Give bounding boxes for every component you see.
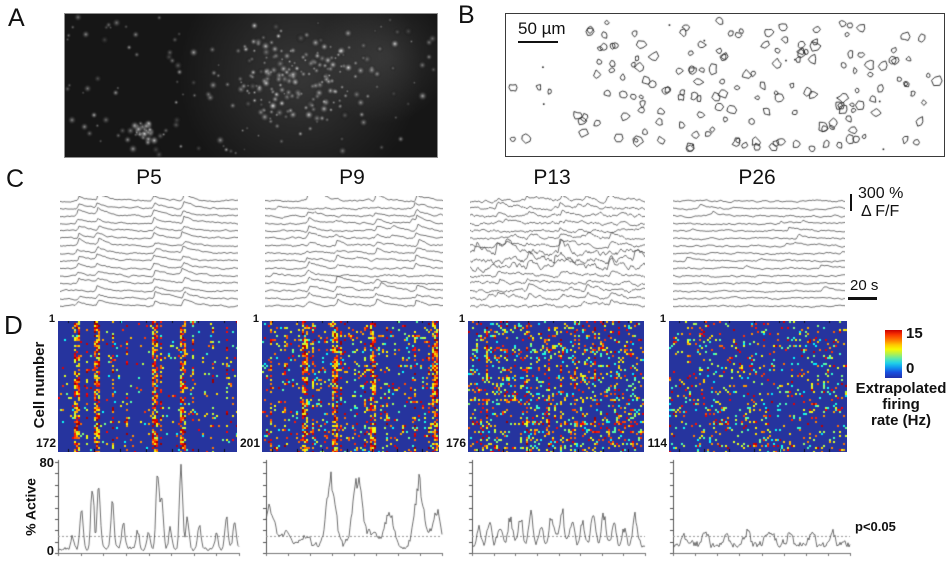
colorbar — [885, 330, 902, 378]
amplitude-scale-value: 300 % — [858, 185, 904, 202]
cell-outline-map — [506, 14, 944, 156]
trace-group-p5 — [60, 196, 238, 310]
colorbar-title-line2: firing — [882, 396, 920, 413]
percent-active-max: 80 — [39, 455, 54, 470]
heatmap-p26 — [669, 321, 847, 452]
percent-active-axis-label: % Active — [22, 478, 39, 536]
colorbar-min: 0 — [906, 360, 915, 377]
top-cell-label-p13: 1 — [458, 313, 465, 325]
heatmap-p5 — [58, 321, 237, 452]
activity-plot-p13 — [466, 458, 647, 562]
cell-count-p9: 201 — [239, 436, 260, 450]
panel-c-label: C — [6, 165, 25, 193]
age-title-p5: P5 — [136, 166, 162, 189]
scalebar-line — [518, 41, 558, 43]
panel-a-label: A — [8, 4, 25, 32]
cell-count-p26: 114 — [647, 436, 667, 450]
colorbar-title-line3: rate (Hz) — [870, 412, 932, 429]
trace-group-p9 — [265, 196, 443, 310]
time-scale-label: 20 s — [850, 277, 879, 294]
heatmap-p13 — [468, 321, 644, 452]
cell-number-axis-label: Cell number — [31, 341, 49, 429]
panel-b-label: B — [458, 1, 475, 29]
age-title-p9: P9 — [339, 166, 365, 189]
top-cell-label-p5: 1 — [48, 313, 55, 325]
age-title-p13: P13 — [533, 166, 571, 189]
panel-d-label: D — [4, 310, 23, 340]
colorbar-max: 15 — [906, 325, 923, 342]
trace-group-p13 — [470, 196, 645, 310]
cell-count-p13: 176 — [445, 436, 466, 450]
activity-plot-p9 — [260, 458, 444, 562]
amplitude-scalebar — [850, 194, 852, 211]
top-cell-label-p26: 1 — [659, 313, 666, 325]
cell-count-p5: 172 — [35, 436, 56, 450]
scalebar-label: 50 µm — [518, 19, 566, 38]
percent-active-min: 0 — [46, 543, 54, 558]
top-cell-label-p9: 1 — [252, 313, 259, 325]
fluorescence-image — [64, 13, 438, 158]
amplitude-scale-unit: Δ F/F — [861, 203, 900, 220]
activity-plot-p26 — [667, 458, 852, 562]
cell-outline-map-box: 50 µm — [505, 13, 945, 157]
significance-label: p<0.05 — [855, 519, 896, 534]
heatmap-p9 — [262, 321, 439, 452]
trace-group-p26 — [673, 196, 845, 310]
activity-plot-p5 — [52, 458, 241, 562]
age-title-p26: P26 — [738, 166, 776, 189]
colorbar-title-line1: Extrapolated — [855, 380, 947, 397]
time-scalebar — [848, 297, 877, 300]
